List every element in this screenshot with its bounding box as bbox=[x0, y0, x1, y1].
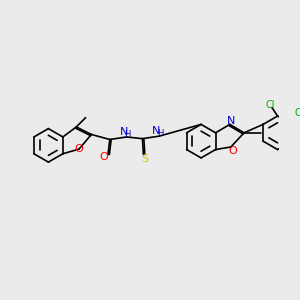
Text: N: N bbox=[152, 127, 160, 136]
Text: H: H bbox=[157, 129, 163, 138]
Text: O: O bbox=[100, 152, 109, 162]
Text: Cl: Cl bbox=[295, 108, 300, 118]
Text: Cl: Cl bbox=[266, 100, 275, 110]
Text: H: H bbox=[124, 130, 131, 139]
Text: N: N bbox=[120, 127, 128, 137]
Text: S: S bbox=[142, 154, 149, 164]
Text: O: O bbox=[75, 144, 83, 154]
Text: N: N bbox=[226, 116, 235, 126]
Text: O: O bbox=[228, 146, 237, 156]
